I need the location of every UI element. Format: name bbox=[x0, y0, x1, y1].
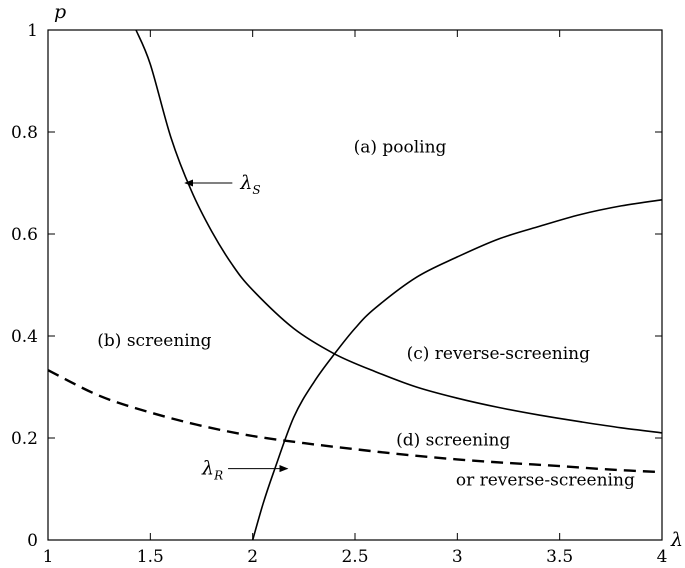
curves bbox=[47, 29, 663, 541]
y-tick-label: 0 bbox=[27, 531, 38, 551]
plot-frame bbox=[47, 29, 663, 541]
x-tick-label: 3 bbox=[452, 547, 463, 567]
series-line-0 bbox=[135, 29, 663, 434]
curve-label-subscript: S bbox=[252, 183, 260, 197]
x-tick-label: 2.5 bbox=[341, 547, 368, 567]
x-tick-label: 3.5 bbox=[546, 547, 573, 567]
region-label: (d) screening bbox=[396, 431, 510, 451]
labels: 1 1.5 2 2.5 3 3.5 4 0 0.2 0.4 0.6 0.8 1 (a) pooling (b… bbox=[11, 21, 667, 567]
y-tick-label: 0.6 bbox=[11, 225, 38, 245]
x-tick-label: 1 bbox=[43, 547, 54, 567]
series-line-1 bbox=[251, 199, 663, 541]
curve-label: λS bbox=[239, 172, 260, 197]
y-tick-label: 0.8 bbox=[11, 123, 38, 143]
region-label: or reverse-screening bbox=[456, 470, 635, 490]
y-tick-label: 0.4 bbox=[11, 327, 38, 347]
region-label: (b) screening bbox=[97, 331, 211, 351]
ticks bbox=[47, 29, 663, 541]
region-label: (c) reverse-screening bbox=[407, 344, 591, 364]
x-tick-label: 4 bbox=[657, 547, 668, 567]
region-label: (a) pooling bbox=[354, 137, 447, 157]
x-tick-label: 2 bbox=[247, 547, 258, 567]
y-axis-label: p bbox=[54, 1, 66, 23]
series-line-2 bbox=[47, 369, 663, 474]
y-tick-label: 1 bbox=[27, 21, 38, 41]
y-tick-label: 0.2 bbox=[11, 429, 38, 449]
x-axis-label: λ bbox=[670, 529, 683, 551]
curve-label: λR bbox=[201, 458, 223, 483]
curve-label-subscript: R bbox=[213, 469, 223, 483]
x-tick-label: 1.5 bbox=[137, 547, 164, 567]
